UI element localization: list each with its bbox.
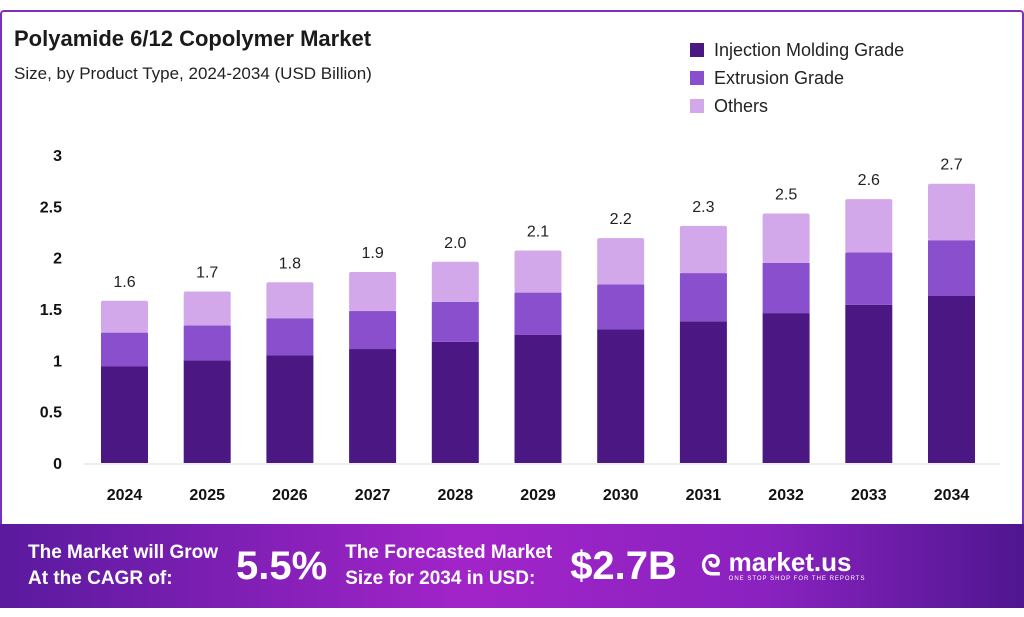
bar-total-label: 1.9: [361, 245, 383, 262]
bar-segment: [597, 284, 645, 330]
x-tick-label: 2024: [107, 487, 143, 504]
bar-segment: [514, 250, 562, 293]
legend-item: Injection Molding Grade: [690, 36, 904, 64]
legend-swatch: [690, 43, 704, 57]
bar-segment: [928, 183, 975, 241]
brand-logo-icon: ᘓ: [700, 550, 721, 581]
bar-segment: [266, 318, 314, 356]
bar-segment: [679, 321, 727, 463]
bar-segment: [762, 213, 810, 263]
bar-segment: [101, 366, 148, 463]
brand-logo: ᘓ market.us ONE STOP SHOP FOR THE REPORTS: [701, 549, 866, 583]
y-tick-label: 2.5: [40, 199, 62, 216]
legend-label: Extrusion Grade: [714, 67, 845, 88]
bar-total-label: 1.6: [113, 274, 135, 291]
bar-segment: [349, 349, 397, 463]
legend-swatch: [690, 71, 704, 85]
bar-segment: [101, 332, 148, 367]
brand-name: market.us: [728, 547, 852, 577]
bar-total-label: 2.0: [444, 235, 466, 252]
x-tick-label: 2034: [934, 487, 970, 504]
bar-total-label: 2.3: [692, 199, 714, 216]
legend-label: Others: [714, 95, 769, 116]
forecast-label: The Forecasted Market Size for 2034 in US…: [345, 540, 552, 592]
legend-swatch: [690, 99, 704, 113]
bar-segment: [514, 292, 562, 335]
bar-segment: [431, 341, 479, 463]
cagr-label-line2: At the CAGR of:: [28, 568, 173, 589]
bar-segment: [762, 262, 810, 314]
forecast-label-line2: Size for 2034 in USD:: [345, 568, 536, 589]
bar-segment: [928, 295, 975, 463]
bar-total-label: 2.7: [940, 157, 962, 174]
stacked-bar-chart: 0 0.5 1 1.5 2 2.5 3 1.6 2024 1.7 2025 1.8 2026 1.9 202…: [40, 148, 1000, 504]
bar-segment: [845, 252, 893, 305]
y-tick-label: 1.5: [40, 302, 62, 319]
x-tick-label: 2030: [603, 487, 639, 504]
x-tick-label: 2031: [686, 487, 722, 504]
bar-segment: [183, 291, 231, 326]
x-tick-label: 2028: [438, 487, 474, 504]
bar-total-label: 2.2: [610, 211, 632, 228]
brand-tagline: ONE STOP SHOP FOR THE REPORTS: [728, 576, 866, 582]
legend: Injection Molding Grade Extrusion Grade Ot…: [690, 36, 904, 120]
bar-segment: [597, 329, 645, 463]
legend-item: Others: [690, 92, 904, 120]
y-tick-label: 1: [53, 353, 62, 370]
bar-total-label: 2.1: [527, 223, 549, 240]
bar-segment: [101, 300, 148, 333]
chart-subtitle: Size, by Product Type, 2024-2034 (USD Bi…: [14, 64, 372, 83]
bar-segment: [514, 334, 562, 463]
cagr-label-line1: The Market will Grow: [28, 542, 219, 563]
bar-segment: [431, 301, 479, 342]
chart-title: Polyamide 6/12 Copolymer Market: [14, 26, 372, 51]
x-tick-label: 2027: [355, 487, 391, 504]
bar-segment: [183, 325, 231, 361]
legend-item: Extrusion Grade: [690, 64, 904, 92]
bar-total-label: 1.8: [279, 255, 301, 272]
y-tick-label: 2: [53, 251, 62, 268]
bar-segment: [845, 304, 893, 463]
bar-segment: [183, 360, 231, 463]
forecast-value: $2.7B: [570, 544, 677, 588]
bar-segment: [266, 282, 314, 319]
x-tick-label: 2026: [272, 487, 308, 504]
x-tick-label: 2033: [851, 487, 887, 504]
bar-total-label: 2.6: [858, 172, 880, 189]
legend-label: Injection Molding Grade: [714, 39, 905, 60]
bar-segment: [431, 261, 479, 302]
footer-banner: The Market will Grow At the CAGR of: 5.5%…: [0, 524, 1024, 608]
bar-segment: [679, 225, 727, 274]
y-tick-label: 3: [53, 148, 62, 165]
y-tick-label: 0: [53, 456, 62, 473]
x-tick-label: 2025: [189, 487, 225, 504]
bar-segment: [762, 313, 810, 463]
x-tick-label: 2032: [768, 487, 804, 504]
bar-segment: [597, 238, 645, 285]
bar-segment: [349, 272, 397, 312]
forecast-label-line1: The Forecasted Market: [345, 542, 553, 563]
bar-segment: [928, 240, 975, 296]
cagr-label: The Market will Grow At the CAGR of:: [28, 540, 218, 592]
x-tick-label: 2029: [520, 487, 556, 504]
bar-segment: [679, 273, 727, 322]
bar-total-label: 1.7: [196, 265, 218, 282]
bar-segment: [266, 355, 314, 463]
bar-segment: [845, 199, 893, 253]
bar-total-label: 2.5: [775, 187, 797, 204]
cagr-value: 5.5%: [236, 544, 328, 588]
y-tick-label: 0.5: [40, 405, 62, 422]
bar-segment: [349, 311, 397, 350]
